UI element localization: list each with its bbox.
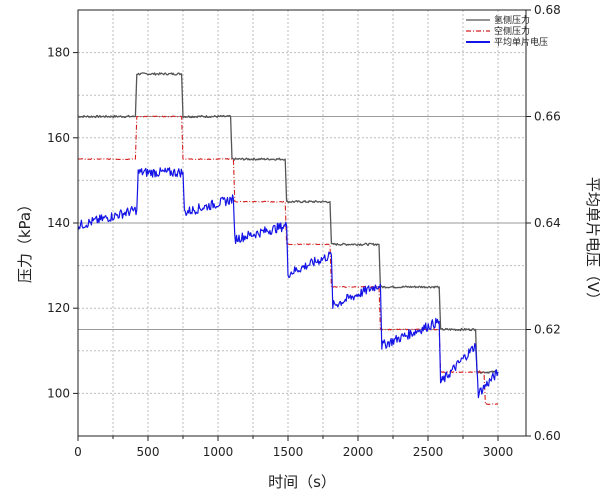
y-tick-label: 120 <box>47 301 70 315</box>
y-axis-title: 压力（kPa） <box>16 197 34 283</box>
series-air-pressure <box>77 115 499 406</box>
legend-label-0: 氢侧压力 <box>494 14 530 26</box>
y2-tick-label: 0.60 <box>534 429 561 443</box>
series-layer <box>77 72 499 406</box>
y-tick-label: 140 <box>47 216 70 230</box>
y2-tick-label: 0.62 <box>534 323 561 337</box>
series-hydrogen-pressure <box>77 72 499 374</box>
y2-tick-label: 0.68 <box>534 3 561 17</box>
x-axis-title: 时间（s） <box>268 473 336 491</box>
axes: 0 500 1000 1500 2000 2500 3000 100 120 140 160 180 0… <box>47 3 561 459</box>
x-tick-label: 3000 <box>483 445 514 459</box>
x-tick-label: 500 <box>137 445 160 459</box>
x-tick-label: 1500 <box>273 445 304 459</box>
series-average-cell-voltage <box>77 167 499 399</box>
x-tick-label: 0 <box>74 445 82 459</box>
y2-tick-label: 0.64 <box>534 216 561 230</box>
y-tick-label: 100 <box>47 386 70 400</box>
y2-axis-title: 平均单片电压（V） <box>584 177 600 307</box>
x-tick-label: 2000 <box>343 445 374 459</box>
x-tick-label: 1000 <box>203 445 234 459</box>
x-tick-label: 2500 <box>413 445 444 459</box>
y-tick-label: 180 <box>47 46 70 60</box>
legend-label-2: 平均单片电压 <box>494 36 548 48</box>
y2-tick-label: 0.66 <box>534 110 561 124</box>
y-tick-label: 160 <box>47 131 70 145</box>
legend-label-1: 空侧压力 <box>494 25 530 37</box>
